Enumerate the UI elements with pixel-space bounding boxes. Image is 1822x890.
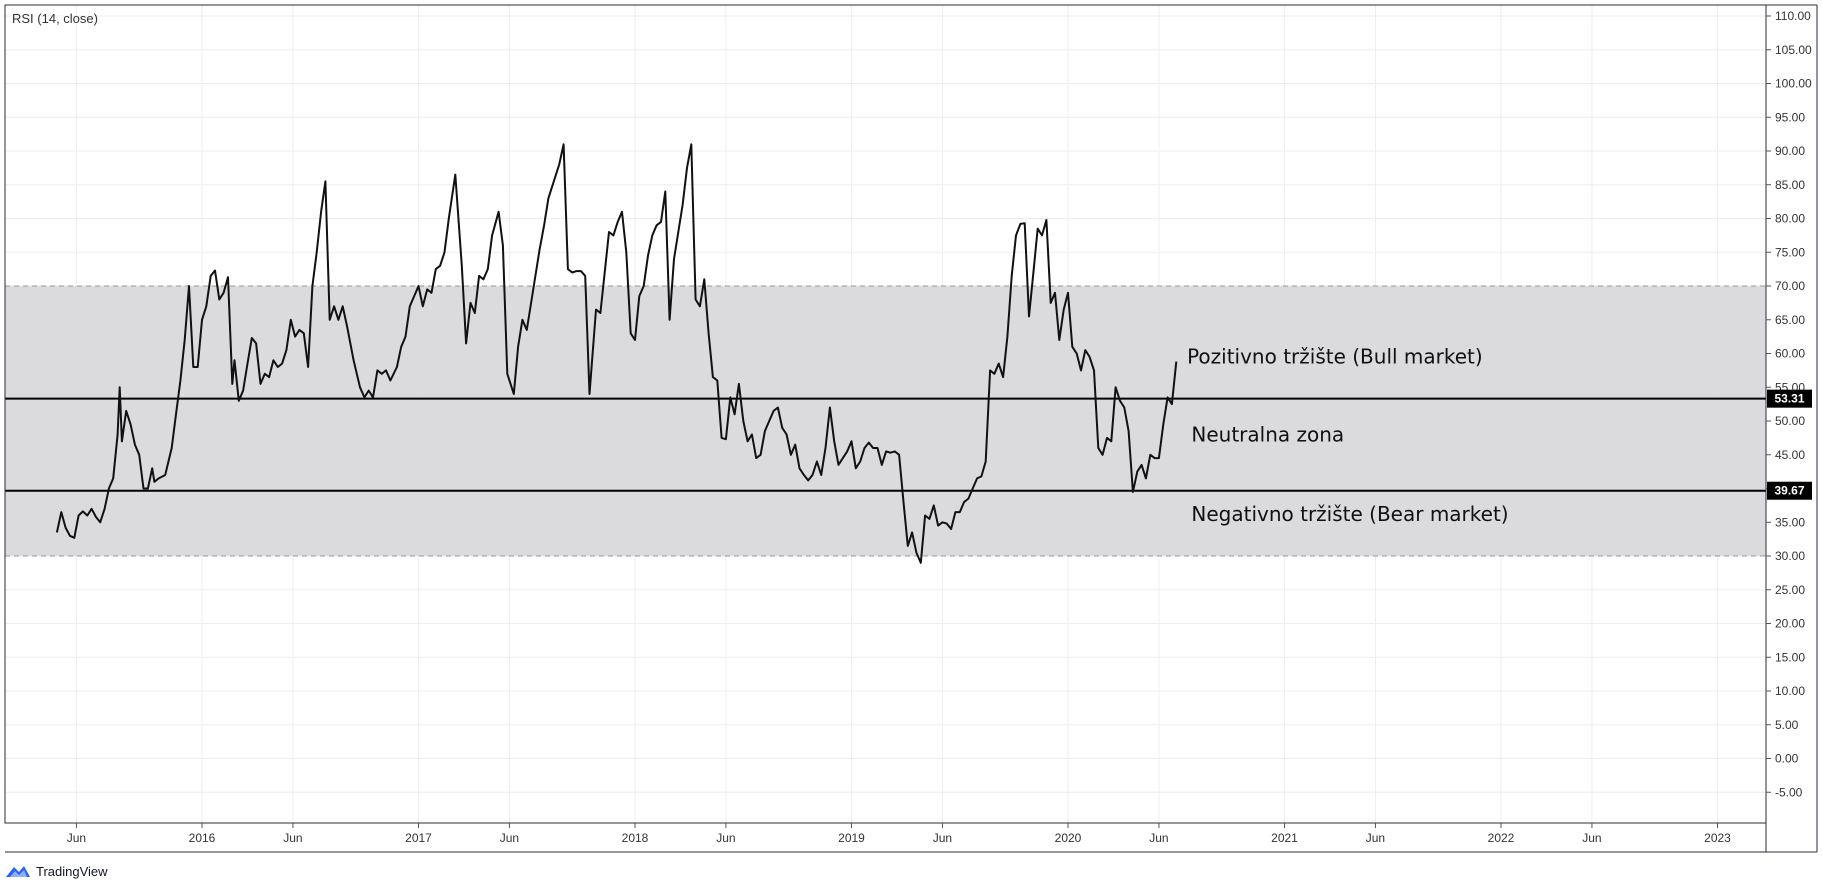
y-tick-label: -5.00: [1775, 785, 1803, 799]
tradingview-brand[interactable]: TradingView: [5, 860, 108, 882]
x-tick-label: 2017: [405, 831, 432, 845]
x-tick-label: 2020: [1055, 831, 1082, 845]
y-tick-label: 95.00: [1775, 110, 1805, 124]
level-badge: [1767, 481, 1812, 500]
y-tick-label: 85.00: [1775, 178, 1805, 192]
x-tick-label: Jun: [1366, 831, 1385, 845]
y-tick-label: 20.00: [1775, 617, 1805, 631]
x-tick-label: 2023: [1704, 831, 1731, 845]
annotations: Pozitivno tržište (Bull market) Neutralna…: [1187, 345, 1509, 526]
tradingview-logo-icon: [6, 866, 30, 877]
x-tick-label: 2021: [1271, 831, 1298, 845]
y-tick-label: 0.00: [1775, 752, 1799, 766]
level-lines: [5, 397, 1766, 492]
y-tick-label: 70.00: [1775, 279, 1805, 293]
y-tick-label: 65.00: [1775, 313, 1805, 327]
level-badge-label: 53.31: [1774, 392, 1804, 406]
indicator-label[interactable]: RSI (14, close): [12, 11, 98, 26]
y-axis[interactable]: 110.00 105.00 100.00 95.00 90.00 85.00 80.00 75…: [1766, 9, 1812, 799]
zone-annotation: Negativno tržište (Bear market): [1191, 502, 1508, 526]
y-tick-label: 5.00: [1775, 718, 1799, 732]
x-tick-label: Jun: [283, 831, 302, 845]
y-tick-label: 50.00: [1775, 414, 1805, 428]
x-tick-label: Jun: [67, 831, 86, 845]
rsi-series-line: [55, 143, 1178, 564]
chart-frame: [4, 4, 1818, 853]
x-tick-label: Jun: [1582, 831, 1601, 845]
x-tick-label: 2022: [1488, 831, 1515, 845]
y-tick-label: 90.00: [1775, 144, 1805, 158]
level-badge: [1767, 389, 1812, 408]
y-tick-label: 30.00: [1775, 549, 1805, 563]
x-axis[interactable]: Jun 2016 Jun 2017 Jun 2018 Jun 2019 Jun 2020 Jun 20…: [67, 823, 1731, 845]
brand-name: TradingView: [36, 863, 108, 879]
x-tick-label: 2016: [189, 831, 216, 845]
y-tick-label: 80.00: [1775, 212, 1805, 226]
y-tick-label: 100.00: [1775, 77, 1812, 91]
zone-annotation: Neutralna zona: [1191, 422, 1344, 446]
y-tick-label: 105.00: [1775, 43, 1812, 57]
x-tick-label: 2019: [838, 831, 865, 845]
y-tick-label: 35.00: [1775, 515, 1805, 529]
y-tick-label: 25.00: [1775, 583, 1805, 597]
level-badge-label: 39.67: [1774, 484, 1804, 498]
y-tick-label: 110.00: [1775, 9, 1811, 23]
y-tick-label: 10.00: [1775, 684, 1805, 698]
x-tick-label: 2018: [622, 831, 649, 845]
x-tick-label: Jun: [716, 831, 735, 845]
y-tick-label: 75.00: [1775, 245, 1805, 259]
x-tick-label: Jun: [933, 831, 952, 845]
series-layer: [55, 143, 1178, 564]
x-tick-label: Jun: [500, 831, 519, 845]
y-tick-label: 15.00: [1775, 650, 1805, 664]
x-tick-label: Jun: [1149, 831, 1168, 845]
y-tick-label: 45.00: [1775, 448, 1805, 462]
y-tick-label: 60.00: [1775, 347, 1805, 361]
zone-annotation: Pozitivno tržište (Bull market): [1187, 345, 1483, 369]
